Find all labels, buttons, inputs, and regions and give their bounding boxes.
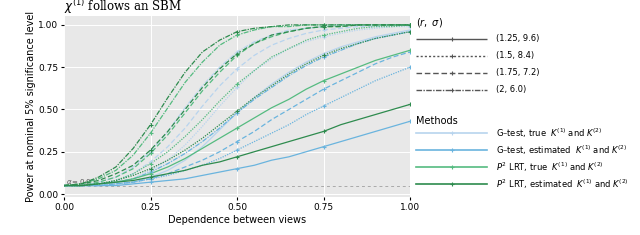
Text: (2, 6.0): (2, 6.0) [497, 85, 527, 94]
Text: $P^2$ LRT, estimated  $K^{(1)}$ and $K^{(2)}$: $P^2$ LRT, estimated $K^{(1)}$ and $K^{(… [497, 177, 629, 191]
X-axis label: Dependence between views: Dependence between views [168, 215, 306, 225]
Text: $(r,\ \sigma)$: $(r,\ \sigma)$ [417, 16, 444, 29]
Y-axis label: Power at nominal 5% significance level: Power at nominal 5% significance level [26, 11, 36, 203]
Text: $\alpha = 0.05$: $\alpha = 0.05$ [66, 176, 96, 186]
Text: G–test, estimated  $K^{(1)}$ and $K^{(2)}$: G–test, estimated $K^{(1)}$ and $K^{(2)}… [497, 144, 628, 157]
Text: $P^2$ LRT, true  $K^{(1)}$ and $K^{(2)}$: $P^2$ LRT, true $K^{(1)}$ and $K^{(2)}$ [497, 161, 604, 174]
Text: G–test, true  $K^{(1)}$ and $K^{(2)}$: G–test, true $K^{(1)}$ and $K^{(2)}$ [497, 127, 603, 140]
Text: Methods: Methods [417, 116, 458, 126]
Text: (1.5, 8.4): (1.5, 8.4) [497, 51, 534, 60]
Text: (1.25, 9.6): (1.25, 9.6) [497, 34, 540, 43]
Text: (1.75, 7.2): (1.75, 7.2) [497, 68, 540, 77]
Text: $\chi^{(1)}$ follows an SBM: $\chi^{(1)}$ follows an SBM [64, 0, 182, 16]
